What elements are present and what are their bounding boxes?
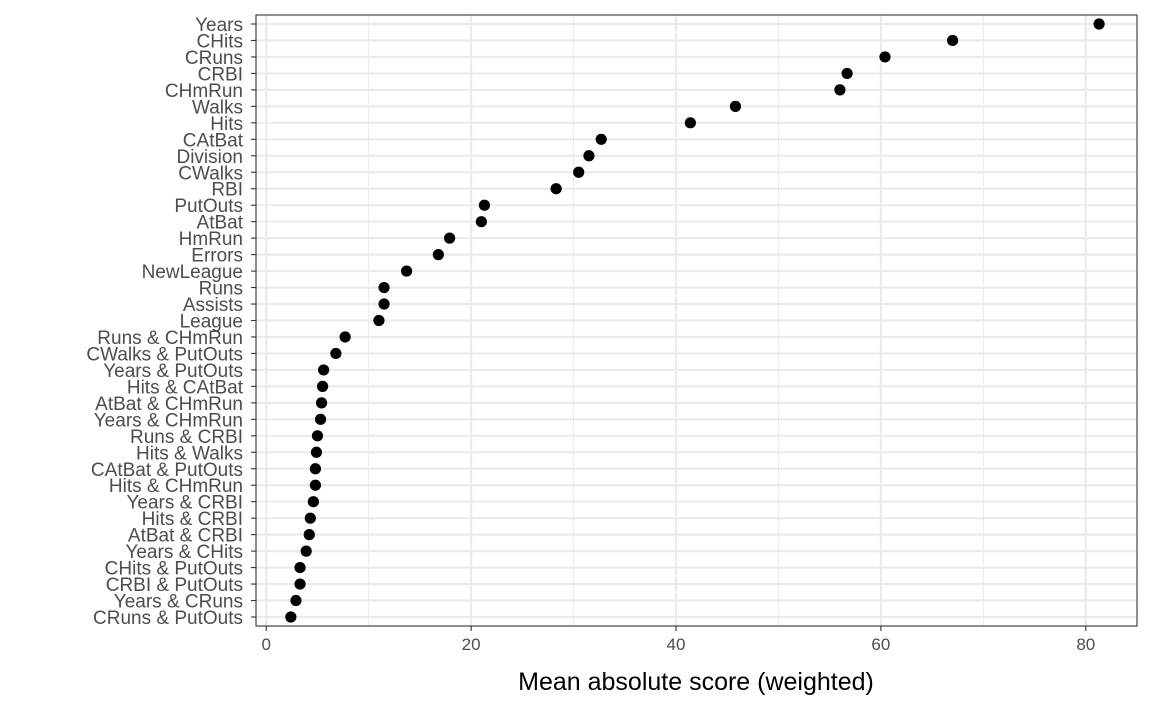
y-tick-label: CRuns	[185, 48, 243, 69]
data-point	[583, 150, 595, 162]
data-point	[834, 84, 846, 96]
x-tick-label: 80	[1076, 635, 1095, 654]
y-tick-label: Walks	[192, 97, 243, 118]
data-point	[550, 183, 562, 195]
data-point	[1093, 18, 1105, 30]
data-point	[309, 479, 322, 491]
data-point	[478, 199, 491, 211]
data-point	[841, 67, 853, 80]
x-tick-label: 60	[871, 635, 890, 654]
y-tick-label: Years & PutOuts	[103, 361, 243, 382]
y-tick-label: CWalks & PutOuts	[86, 344, 243, 365]
y-tick-label: Years & CRBI	[126, 493, 243, 514]
y-axis: YearsCHitsCRunsCRBICHmRunWalksHitsCAtBat…	[86, 15, 256, 629]
data-point	[400, 265, 413, 277]
data-point	[729, 100, 742, 112]
y-tick-label: Hits	[210, 114, 243, 135]
y-tick-label: RBI	[211, 180, 243, 201]
data-point	[314, 413, 327, 425]
data-point	[330, 347, 342, 360]
y-tick-label: Runs	[199, 279, 243, 300]
data-point	[318, 364, 330, 376]
y-tick-label: PutOuts	[174, 196, 243, 217]
data-point	[373, 314, 385, 327]
y-tick-label: Years & CRuns	[114, 592, 243, 613]
data-point	[290, 594, 302, 607]
y-tick-label: CHmRun	[165, 81, 243, 102]
y-tick-label: NewLeague	[142, 262, 243, 283]
data-point	[311, 430, 324, 442]
x-tick-label: 40	[667, 635, 686, 654]
y-tick-label: AtBat & CHmRun	[95, 394, 243, 415]
y-tick-label: AtBat	[197, 213, 244, 234]
data-point	[378, 281, 390, 294]
y-tick-label: CAtBat	[183, 130, 244, 151]
y-tick-label: Hits & CHmRun	[109, 476, 243, 497]
data-point	[595, 133, 607, 145]
data-point	[432, 249, 444, 261]
data-point	[294, 578, 306, 590]
y-tick-label: Hits & CRBI	[142, 509, 243, 530]
y-tick-label: Assists	[183, 295, 243, 316]
y-tick-label: CRuns & PutOuts	[93, 608, 243, 629]
data-point	[475, 216, 487, 228]
y-tick-label: Division	[176, 147, 243, 168]
data-point	[339, 331, 351, 343]
y-tick-label: CRBI	[198, 64, 243, 85]
data-points	[285, 18, 1105, 623]
y-tick-label: CRBI & PutOuts	[106, 575, 243, 596]
y-tick-label: Hits & Walks	[136, 443, 243, 464]
data-point	[285, 611, 297, 623]
y-tick-label: Years & CHmRun	[94, 410, 243, 431]
y-tick-label: AtBat & CRBI	[128, 526, 243, 547]
data-point	[315, 397, 328, 409]
data-point	[684, 117, 696, 129]
x-axis-title: Mean absolute score (weighted)	[518, 668, 874, 696]
data-point	[378, 298, 390, 310]
data-point	[947, 34, 959, 47]
y-tick-label: Hits & CAtBat	[127, 377, 244, 398]
y-tick-label: CHits & PutOuts	[105, 559, 243, 580]
data-point	[300, 545, 312, 557]
data-point	[307, 496, 319, 508]
y-tick-label: Runs & CRBI	[130, 427, 243, 448]
data-point	[309, 463, 322, 475]
y-tick-label: CAtBat & PutOuts	[91, 460, 243, 481]
y-tick-label: Years	[195, 15, 243, 36]
data-point	[316, 380, 329, 392]
x-tick-label: 20	[462, 635, 481, 654]
x-axis: 0 20 40 60 80	[262, 626, 1095, 654]
y-tick-label: Years & CHits	[125, 542, 243, 563]
y-tick-label: CHits	[197, 31, 243, 52]
y-tick-label: Errors	[191, 246, 243, 267]
y-tick-label: CWalks	[178, 163, 243, 184]
data-point	[304, 512, 316, 524]
y-tick-label: League	[180, 312, 243, 333]
major-gridlines	[256, 15, 1137, 626]
y-tick-label: HmRun	[179, 229, 243, 250]
data-point	[294, 561, 306, 574]
data-point	[303, 529, 315, 541]
data-point	[573, 166, 585, 178]
x-tick-label: 0	[262, 635, 271, 654]
data-point	[444, 232, 456, 244]
data-point	[879, 51, 891, 63]
data-point	[310, 446, 323, 458]
y-tick-label: Runs & CHmRun	[97, 328, 243, 349]
